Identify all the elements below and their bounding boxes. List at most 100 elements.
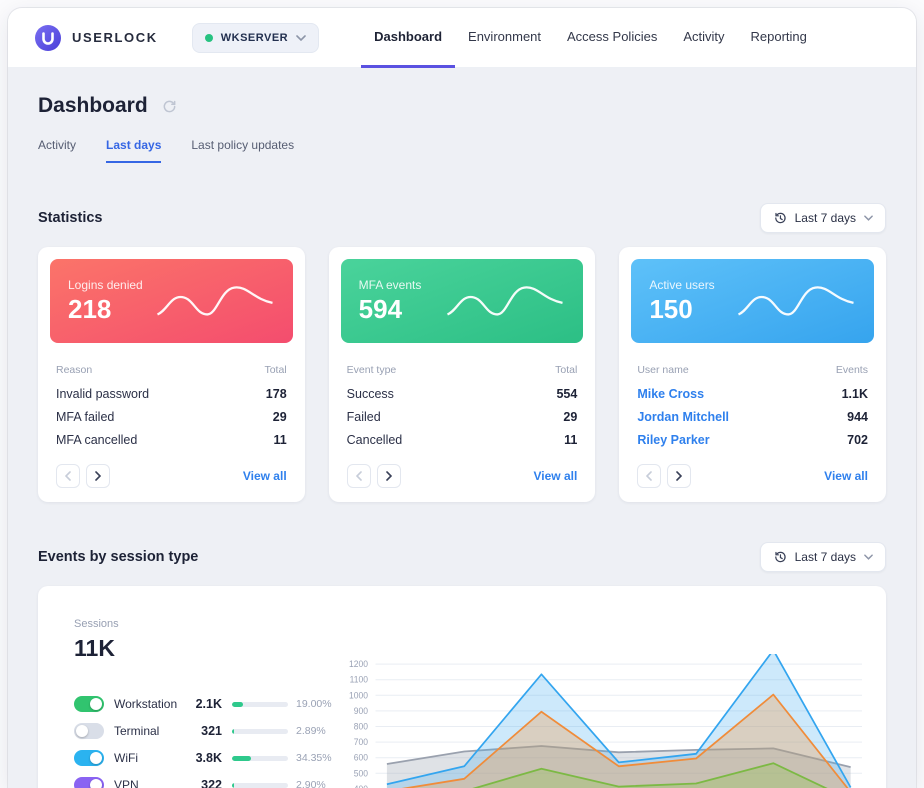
column-header: Total <box>264 364 287 376</box>
row-label: MFA cancelled <box>56 433 138 447</box>
pager-prev-button[interactable] <box>56 464 80 488</box>
events-period-button[interactable]: Last 7 days <box>759 542 886 572</box>
statistics-cards: Logins denied 218 Reason Total Invalid p… <box>38 247 886 502</box>
chevron-down-icon <box>864 554 873 560</box>
view-all-link[interactable]: View all <box>533 469 578 483</box>
stat-panel: Logins denied 218 <box>50 259 293 343</box>
tab-activity[interactable]: Activity <box>38 138 77 152</box>
svg-text:1100: 1100 <box>350 674 368 684</box>
nav-item-access-policies[interactable]: Access Policies <box>567 28 658 44</box>
table-row: Mike Cross 1.1K <box>637 383 868 406</box>
legend-percent: 2.89% <box>296 725 326 737</box>
stat-card-value: 150 <box>649 293 693 324</box>
svg-text:900: 900 <box>354 706 368 716</box>
stat-card-logins-denied: Logins denied 218 Reason Total Invalid p… <box>38 247 305 502</box>
tab-last-policy-updates[interactable]: Last policy updates <box>191 138 295 152</box>
statistics-period-label: Last 7 days <box>794 211 856 225</box>
svg-text:600: 600 <box>354 752 368 762</box>
svg-text:1200: 1200 <box>349 659 368 669</box>
stat-table: Reason Total Invalid password 178 MFA fa… <box>38 355 305 452</box>
chevron-left-icon <box>355 471 362 481</box>
events-period-label: Last 7 days <box>794 550 856 564</box>
nav-item-activity[interactable]: Activity <box>683 28 725 44</box>
terminal-toggle[interactable] <box>74 723 104 739</box>
vpn-toggle[interactable] <box>74 777 104 788</box>
nav-item-environment[interactable]: Environment <box>468 28 542 44</box>
main-content: Dashboard Activity Last days Last policy… <box>8 68 916 788</box>
statistics-period-button[interactable]: Last 7 days <box>759 203 886 233</box>
nav-item-dashboard[interactable]: Dashboard <box>361 8 456 68</box>
pager-next-button[interactable] <box>376 464 401 488</box>
column-header: Events <box>835 364 868 376</box>
table-row: Cancelled 11 <box>347 429 578 452</box>
stat-card-title: MFA events <box>358 277 422 292</box>
legend-percent: 34.35% <box>296 752 332 764</box>
row-label: Invalid password <box>56 387 150 401</box>
column-header: Event type <box>346 364 397 376</box>
svg-text:500: 500 <box>354 768 368 778</box>
pager <box>56 464 110 488</box>
view-all-link[interactable]: View all <box>824 469 868 483</box>
series-legend: Workstation 2.1K 19.00% Terminal 321 2.8… <box>74 696 332 788</box>
legend-progress-bar <box>232 701 288 707</box>
row-value: 178 <box>265 387 287 401</box>
row-value: 554 <box>556 387 578 401</box>
tab-last-days[interactable]: Last days <box>106 138 162 163</box>
chevron-down-icon <box>296 34 306 41</box>
nav-item-reporting[interactable]: Reporting <box>750 28 807 44</box>
page-title: Dashboard <box>38 94 148 117</box>
pager <box>637 464 692 488</box>
area-chart: 1200 1100 1000 900 800 700 600 500 400 <box>349 654 862 788</box>
sessions-chart: 1200 1100 1000 900 800 700 600 500 400 <box>332 618 862 788</box>
table-row: Riley Parker 702 <box>637 429 868 452</box>
chevron-down-icon <box>864 215 873 221</box>
chevron-right-icon <box>385 471 392 481</box>
legend-label: Workstation <box>114 697 178 711</box>
wifi-toggle[interactable] <box>74 750 104 766</box>
main-nav: Dashboard Environment Access Policies Ac… <box>361 8 820 68</box>
row-value: 11 <box>273 433 287 447</box>
view-all-link[interactable]: View all <box>242 469 287 483</box>
table-row: Success 554 <box>347 383 578 406</box>
brand: USERLOCK <box>34 24 158 52</box>
stat-table: User name Events Mike Cross 1.1K Jordan … <box>619 355 886 452</box>
pager-next-button[interactable] <box>86 464 110 488</box>
server-name: WKSERVER <box>220 31 289 44</box>
top-navbar: USERLOCK WKSERVER Dashboard Environment … <box>8 8 916 68</box>
pager-prev-button[interactable] <box>346 464 371 488</box>
pager-prev-button[interactable] <box>637 464 662 488</box>
pager-next-button[interactable] <box>667 464 692 488</box>
legend-value: 321 <box>201 724 222 738</box>
row-value: 11 <box>564 433 578 447</box>
chevron-right-icon <box>95 471 101 481</box>
server-selector[interactable]: WKSERVER <box>191 22 320 53</box>
statistics-heading: Statistics <box>38 210 103 226</box>
legend-label: VPN <box>114 778 139 788</box>
row-value: 702 <box>847 433 868 447</box>
userlock-logo-icon <box>35 24 61 51</box>
column-header: Reason <box>56 364 93 376</box>
events-heading: Events by session type <box>38 549 199 565</box>
legend-percent: 19.00% <box>296 698 332 710</box>
user-link[interactable]: Riley Parker <box>637 433 710 447</box>
user-link[interactable]: Mike Cross <box>637 387 705 401</box>
server-status-icon <box>204 33 213 42</box>
workstation-toggle[interactable] <box>74 696 104 712</box>
chevron-left-icon <box>646 471 653 481</box>
brand-name: USERLOCK <box>72 30 158 45</box>
history-icon <box>773 211 787 225</box>
table-row: MFA failed 29 <box>56 406 287 429</box>
table-row: Failed 29 <box>347 406 578 429</box>
legend-progress-bar <box>232 728 288 734</box>
sparkline-icon <box>156 286 273 316</box>
row-label: Failed <box>346 410 381 424</box>
user-link[interactable]: Jordan Mitchell <box>637 410 730 424</box>
stat-card-title: Active users <box>649 277 715 292</box>
stat-card-mfa-events: MFA events 594 Event type Total Success … <box>328 247 596 502</box>
refresh-icon[interactable] <box>162 99 177 114</box>
stat-card-value: 594 <box>358 293 403 324</box>
row-value: 29 <box>272 410 287 424</box>
sparkline-icon <box>737 286 854 316</box>
legend-label: WiFi <box>114 751 138 765</box>
legend-value: 3.8K <box>195 751 222 765</box>
